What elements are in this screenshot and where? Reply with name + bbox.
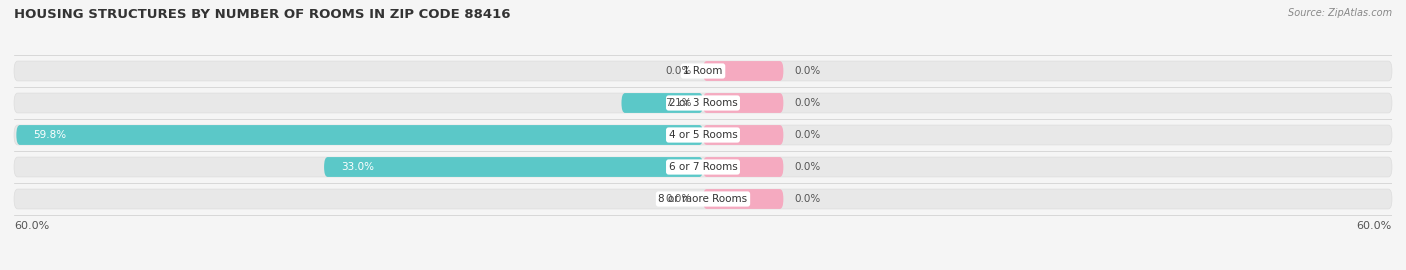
- Text: 2 or 3 Rooms: 2 or 3 Rooms: [669, 98, 737, 108]
- FancyBboxPatch shape: [14, 125, 1392, 145]
- Text: 33.0%: 33.0%: [342, 162, 374, 172]
- Text: 8 or more Rooms: 8 or more Rooms: [658, 194, 748, 204]
- FancyBboxPatch shape: [14, 61, 1392, 81]
- Text: HOUSING STRUCTURES BY NUMBER OF ROOMS IN ZIP CODE 88416: HOUSING STRUCTURES BY NUMBER OF ROOMS IN…: [14, 8, 510, 21]
- FancyBboxPatch shape: [14, 157, 1392, 177]
- FancyBboxPatch shape: [703, 61, 783, 81]
- Text: 7.1%: 7.1%: [665, 98, 692, 108]
- FancyBboxPatch shape: [14, 93, 1392, 113]
- FancyBboxPatch shape: [323, 157, 703, 177]
- Text: 0.0%: 0.0%: [794, 130, 821, 140]
- Text: 0.0%: 0.0%: [665, 66, 692, 76]
- Text: 0.0%: 0.0%: [794, 162, 821, 172]
- Text: 60.0%: 60.0%: [1357, 221, 1392, 231]
- FancyBboxPatch shape: [703, 93, 783, 113]
- Text: 1 Room: 1 Room: [683, 66, 723, 76]
- Text: 60.0%: 60.0%: [14, 221, 49, 231]
- Text: 0.0%: 0.0%: [794, 194, 821, 204]
- FancyBboxPatch shape: [621, 93, 703, 113]
- FancyBboxPatch shape: [703, 189, 783, 209]
- Text: 0.0%: 0.0%: [794, 66, 821, 76]
- FancyBboxPatch shape: [703, 157, 783, 177]
- Text: Source: ZipAtlas.com: Source: ZipAtlas.com: [1288, 8, 1392, 18]
- Text: 4 or 5 Rooms: 4 or 5 Rooms: [669, 130, 737, 140]
- Text: 6 or 7 Rooms: 6 or 7 Rooms: [669, 162, 737, 172]
- Text: 59.8%: 59.8%: [34, 130, 66, 140]
- Text: 0.0%: 0.0%: [794, 98, 821, 108]
- FancyBboxPatch shape: [703, 125, 783, 145]
- FancyBboxPatch shape: [14, 189, 1392, 209]
- FancyBboxPatch shape: [17, 125, 703, 145]
- Text: 0.0%: 0.0%: [665, 194, 692, 204]
